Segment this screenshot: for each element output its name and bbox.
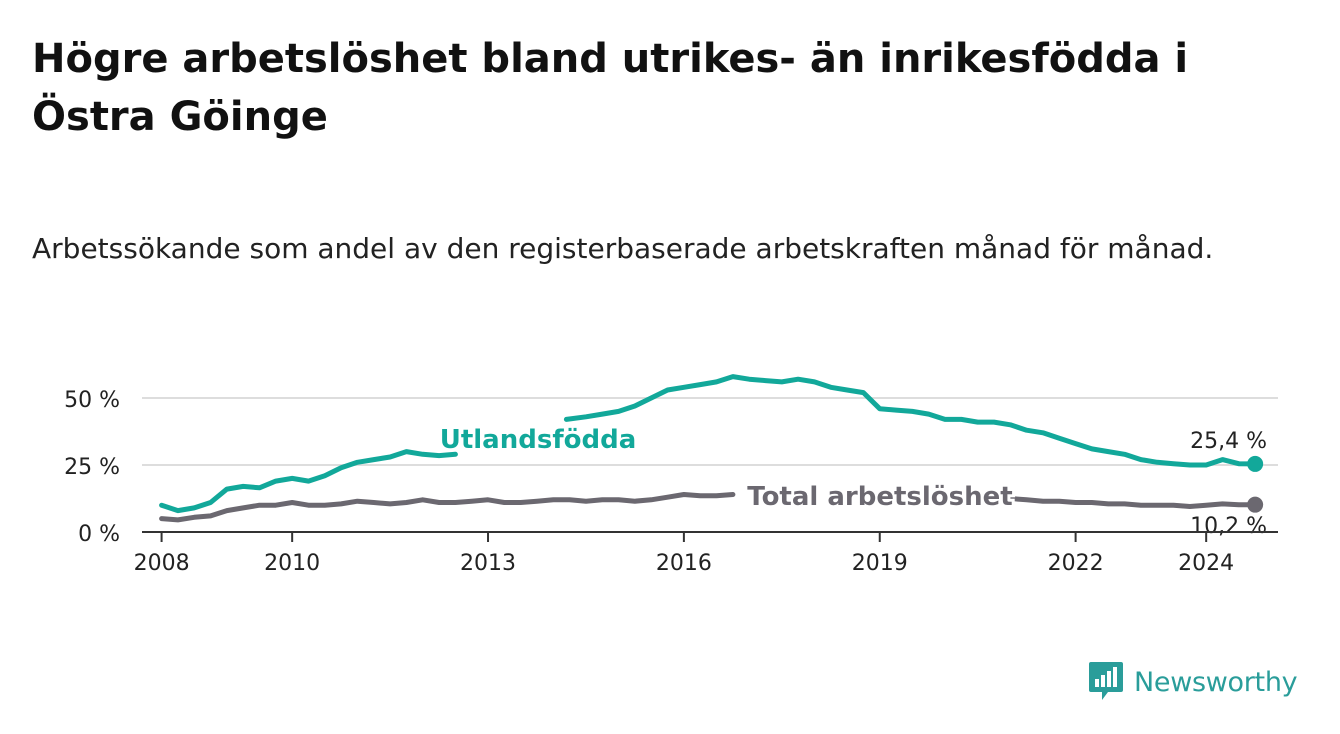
chart-subtitle: Arbetssökande som andel av den registerb… bbox=[32, 232, 1214, 265]
newsworthy-logo: Newsworthy bbox=[1088, 660, 1298, 704]
end-value-label-utlandsfodda: 25,4 % bbox=[1190, 429, 1267, 454]
series-label-utlandsfodda: Utlandsfödda bbox=[440, 425, 637, 455]
x-tick-label: 2013 bbox=[460, 551, 516, 576]
x-tick-label: 2016 bbox=[656, 551, 712, 576]
x-tick-label: 2010 bbox=[264, 551, 320, 576]
end-value-label-total: 10,2 % bbox=[1190, 514, 1267, 539]
y-tick-label: 25 % bbox=[64, 455, 120, 480]
series-label-total: Total arbetslöshet bbox=[747, 482, 1012, 512]
newsworthy-wordmark: Newsworthy bbox=[1134, 666, 1298, 698]
end-point-marker bbox=[1247, 455, 1264, 472]
x-tick-label: 2024 bbox=[1178, 551, 1234, 576]
y-tick-label: 0 % bbox=[78, 522, 120, 547]
series-line-total bbox=[159, 492, 736, 523]
chart-title: Högre arbetslöshet bland utrikes- än inr… bbox=[32, 36, 1189, 140]
series-line-utlandsfodda bbox=[563, 374, 1258, 468]
end-point-marker bbox=[1247, 496, 1264, 513]
series-line-total bbox=[1007, 496, 1258, 509]
x-tick-label: 2008 bbox=[134, 551, 190, 576]
series-line-utlandsfodda bbox=[159, 449, 458, 514]
x-tick-label: 2019 bbox=[852, 551, 908, 576]
newsworthy-logo-icon bbox=[1089, 662, 1123, 700]
y-tick-label: 50 % bbox=[64, 388, 120, 413]
x-tick-label: 2022 bbox=[1048, 551, 1104, 576]
